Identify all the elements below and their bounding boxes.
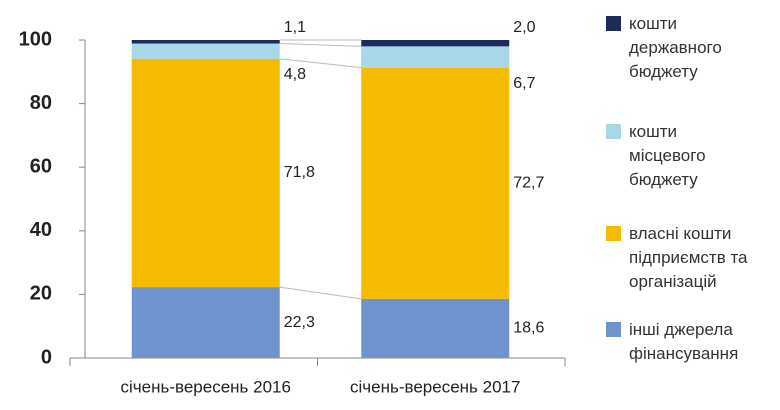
legend-label: кошти місцевого бюджету	[629, 122, 706, 189]
x-tick-label: січень-вересень 2017	[350, 377, 520, 396]
value-label: 72,7	[513, 174, 544, 191]
bar-segment	[131, 40, 280, 44]
legend-item: інші джерела фінансування	[606, 318, 778, 366]
bar-segment	[131, 58, 280, 288]
value-label: 18,6	[513, 320, 544, 337]
legend-swatch	[606, 16, 621, 31]
value-label: 71,8	[284, 164, 315, 181]
bar-segment	[361, 46, 510, 68]
y-tick-label: 40	[30, 219, 52, 241]
legend-item: власні кошти підприємств та організацій	[606, 222, 778, 294]
value-label: 6,7	[513, 75, 535, 92]
value-label: 1,1	[284, 19, 306, 36]
legend-label: інші джерела фінансування	[629, 320, 739, 363]
value-label: 2,0	[513, 19, 535, 36]
y-tick-label: 0	[41, 346, 52, 368]
x-tick-label: січень-вересень 2016	[121, 377, 291, 396]
legend-swatch	[606, 322, 621, 337]
bar-segment	[361, 298, 510, 358]
y-tick-label: 80	[30, 92, 52, 114]
bar-segment	[361, 40, 510, 47]
y-tick-label: 100	[19, 28, 52, 50]
bar-segment	[131, 43, 280, 59]
bar-segment	[131, 287, 280, 358]
y-tick-label: 60	[30, 155, 52, 177]
connector	[279, 58, 362, 69]
bar-segment	[361, 67, 510, 299]
connector	[279, 286, 362, 300]
legend-item: кошти місцевого бюджету	[606, 120, 778, 192]
value-label: 22,3	[284, 314, 315, 331]
legend-swatch	[606, 124, 621, 139]
legend-swatch	[606, 226, 621, 241]
legend-item: кошти державного бюджету	[606, 12, 778, 84]
connector	[279, 42, 362, 47]
value-label: 4,8	[284, 66, 306, 83]
y-tick-label: 20	[30, 283, 52, 305]
legend-label: кошти державного бюджету	[629, 14, 722, 81]
legend-label: власні кошти підприємств та організацій	[629, 224, 748, 291]
